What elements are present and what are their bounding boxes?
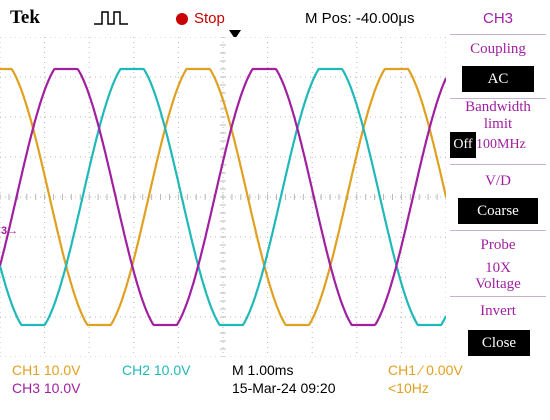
bandwidth-label-limit: limit bbox=[483, 116, 513, 132]
coupling-label: Coupling bbox=[470, 41, 526, 57]
invert-button[interactable]: Close bbox=[468, 330, 530, 356]
brand-logo: Tek bbox=[10, 7, 40, 28]
date-time: 15-Mar-24 09:20 bbox=[232, 380, 336, 396]
menu-title: CH3 bbox=[482, 10, 513, 27]
stop-indicator-icon bbox=[176, 13, 188, 25]
waveform-display: 3→ bbox=[0, 37, 446, 357]
bandwidth-off-option[interactable]: Off bbox=[450, 132, 476, 158]
bandwidth-label: Bandwidth bbox=[465, 99, 531, 115]
waveform-ch1 bbox=[0, 67, 446, 327]
ch3-scale: CH3 10.0V bbox=[12, 380, 81, 396]
waveform-ch3 bbox=[0, 67, 446, 327]
probe-value-type[interactable]: Voltage bbox=[475, 276, 521, 292]
menu-divider bbox=[450, 230, 546, 231]
timebase: M 1.00ms bbox=[232, 362, 294, 378]
trigger-position-icon bbox=[229, 30, 241, 39]
waveform-plot bbox=[0, 37, 446, 357]
menu-divider bbox=[450, 164, 546, 165]
run-state: Stop bbox=[194, 10, 225, 27]
ch1-scale: CH1 10.0V bbox=[12, 362, 81, 378]
status-bottom-bar: CH1 10.0V CH2 10.0V CH3 10.0V M 1.00ms 1… bbox=[0, 358, 550, 420]
bandwidth-button[interactable]: Off 100MHz bbox=[446, 132, 550, 158]
ch2-scale: CH2 10.0V bbox=[122, 362, 191, 378]
vd-button[interactable]: Coarse bbox=[458, 198, 538, 224]
trigger-pulse-icon bbox=[94, 11, 128, 25]
menu-divider bbox=[450, 34, 546, 35]
menu-divider bbox=[450, 296, 546, 297]
side-menu: CH3 Coupling AC Bandwidth limit Off 100M… bbox=[446, 0, 550, 360]
menu-divider bbox=[450, 98, 546, 99]
coupling-button[interactable]: AC bbox=[462, 66, 534, 92]
channel-3-ground-marker: 3→ bbox=[1, 225, 19, 237]
probe-value[interactable]: 10X bbox=[485, 260, 511, 276]
vd-label: V/D bbox=[485, 173, 511, 189]
probe-label: Probe bbox=[480, 237, 516, 253]
frequency-readout: <10Hz bbox=[388, 380, 429, 396]
status-top-bar: Tek Stop M Pos: -40.00μs bbox=[0, 0, 446, 39]
invert-label: Invert bbox=[480, 303, 516, 319]
bandwidth-100mhz-option[interactable]: 100MHz bbox=[476, 137, 526, 152]
horizontal-position: M Pos: -40.00μs bbox=[305, 10, 415, 27]
waveform-ch2 bbox=[0, 67, 446, 327]
trigger-setting: CH1 ∕ 0.00V bbox=[388, 362, 463, 378]
